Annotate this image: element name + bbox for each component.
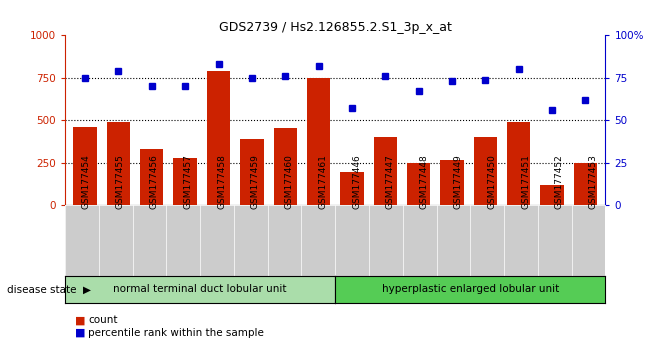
Bar	[140, 149, 163, 205]
Text: GSM177452: GSM177452	[555, 154, 564, 209]
Text: GSM177455: GSM177455	[116, 154, 125, 209]
Bar	[374, 137, 397, 205]
Bar	[507, 122, 531, 205]
Text: GSM177453: GSM177453	[589, 154, 598, 209]
Text: GSM177447: GSM177447	[386, 154, 395, 209]
Text: GSM177460: GSM177460	[284, 154, 294, 209]
Text: percentile rank within the sample: percentile rank within the sample	[88, 328, 264, 338]
Text: disease state  ▶: disease state ▶	[7, 284, 90, 295]
Bar	[540, 185, 564, 205]
Bar	[574, 163, 597, 205]
Text: GSM177449: GSM177449	[454, 154, 462, 209]
Text: GSM177450: GSM177450	[487, 154, 496, 209]
Bar	[74, 127, 97, 205]
Bar	[407, 163, 430, 205]
Text: GSM177456: GSM177456	[150, 154, 159, 209]
Bar	[340, 172, 364, 205]
Bar	[240, 139, 264, 205]
Text: GSM177448: GSM177448	[420, 154, 429, 209]
Text: GSM177457: GSM177457	[184, 154, 192, 209]
Text: ■: ■	[75, 315, 85, 325]
Text: normal terminal duct lobular unit: normal terminal duct lobular unit	[113, 284, 287, 295]
Text: count: count	[88, 315, 117, 325]
Bar	[273, 128, 297, 205]
Text: GSM177458: GSM177458	[217, 154, 226, 209]
Bar	[207, 71, 230, 205]
Bar	[307, 78, 330, 205]
Text: ■: ■	[75, 328, 85, 338]
Text: GSM177454: GSM177454	[82, 154, 91, 209]
Text: GSM177461: GSM177461	[318, 154, 327, 209]
Text: hyperplastic enlarged lobular unit: hyperplastic enlarged lobular unit	[381, 284, 559, 295]
Text: GSM177446: GSM177446	[352, 154, 361, 209]
Text: GSM177459: GSM177459	[251, 154, 260, 209]
Bar	[474, 137, 497, 205]
Bar	[107, 122, 130, 205]
Bar	[174, 158, 197, 205]
Text: GSM177451: GSM177451	[521, 154, 530, 209]
Title: GDS2739 / Hs2.126855.2.S1_3p_x_at: GDS2739 / Hs2.126855.2.S1_3p_x_at	[219, 21, 452, 34]
Bar	[440, 160, 464, 205]
